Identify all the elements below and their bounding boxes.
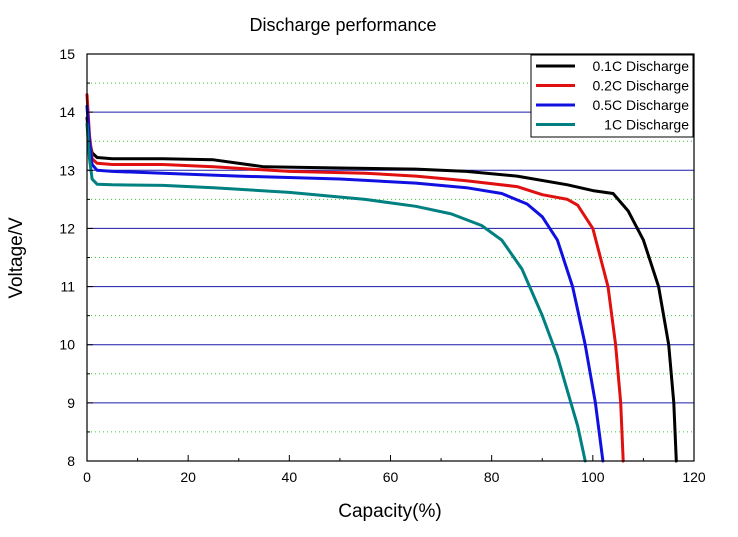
x-tick-label: 0: [83, 469, 91, 485]
series-line-2: [85, 93, 625, 463]
y-tick-label: 11: [60, 279, 75, 295]
x-tick-label: 80: [484, 469, 500, 485]
x-axis-label: Capacity(%): [338, 501, 441, 522]
y-tick-label: 8: [67, 453, 75, 469]
y-tick-label: 12: [59, 220, 75, 236]
series-line-1: [85, 116, 678, 463]
y-tick-label: 14: [59, 104, 75, 120]
chart-title: Discharge performance: [249, 15, 436, 35]
y-tick-label: 10: [59, 337, 75, 353]
legend-label: 1C Discharge: [604, 117, 689, 133]
y-tick-label: 13: [59, 162, 75, 178]
x-tick-label: 100: [581, 469, 605, 485]
x-tick-label: 60: [383, 469, 399, 485]
axes: 0 20 40 60 80 100 120 8 9 10 11 12 13 14 15: [59, 46, 705, 485]
legend: 0.1C Discharge 0.2C Discharge 0.5C Dischar…: [530, 54, 694, 138]
y-tick-label: 15: [59, 46, 75, 62]
legend-label: 0.1C Discharge: [593, 58, 690, 74]
x-tick-label: 120: [682, 469, 706, 485]
legend-label: 0.2C Discharge: [593, 78, 690, 94]
x-tick-label: 20: [180, 469, 196, 485]
grid: [87, 82, 694, 433]
y-axis-label: Voltage/V: [6, 217, 27, 299]
y-tick-label: 9: [67, 395, 75, 411]
legend-label: 0.5C Discharge: [593, 97, 690, 113]
x-tick-label: 40: [282, 469, 298, 485]
series-lines: [85, 93, 678, 463]
series-line-4: [85, 122, 587, 463]
series-line-3: [85, 104, 605, 463]
